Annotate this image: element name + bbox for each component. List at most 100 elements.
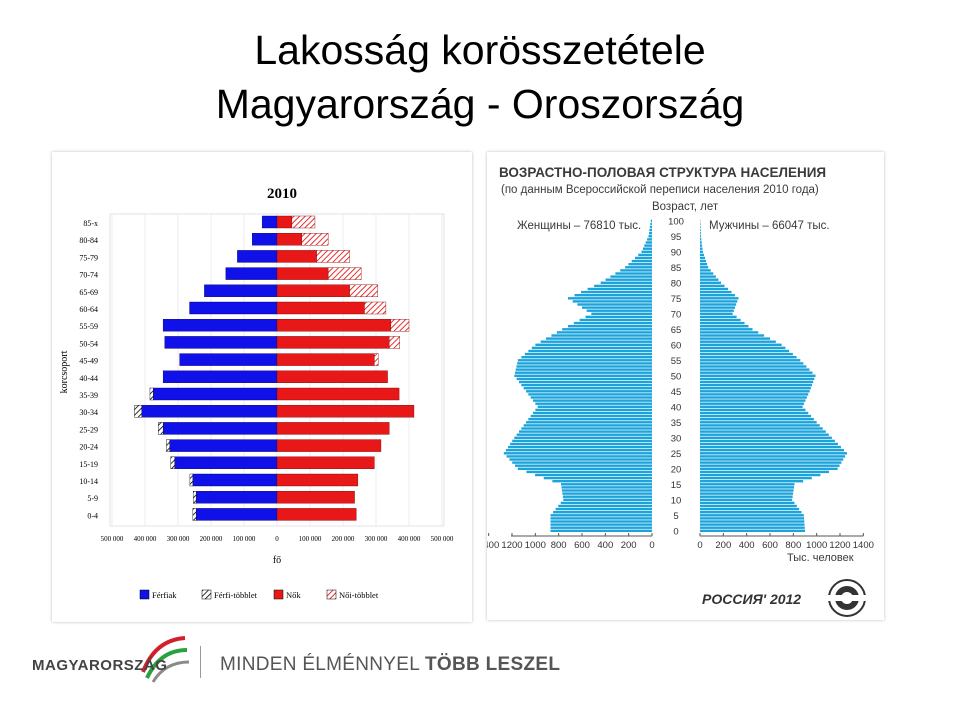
hungary-age-label: 60-64 [79, 305, 98, 314]
hungary-male-bar [162, 370, 278, 384]
hungary-male-bar [252, 232, 278, 246]
russia-male-bar [700, 396, 807, 399]
hungary-age-label: 75-79 [79, 253, 98, 262]
russia-female-bar [615, 272, 652, 275]
russia-female-bar [600, 281, 652, 284]
hungary-x-tick: 500 000 [431, 535, 454, 543]
russia-female-bar [610, 275, 652, 278]
russia-male-bar [700, 498, 793, 501]
russia-female-bar [512, 439, 652, 443]
russia-female-bar [591, 312, 652, 315]
hungary-x-tick: 400 000 [134, 535, 157, 543]
hungary-male-bar [153, 387, 278, 401]
russia-female-bar [638, 253, 652, 257]
russia-female-bar [528, 418, 652, 421]
russia-female-bar [515, 368, 652, 371]
russia-male-bar [700, 309, 734, 312]
russia-female-bar [516, 365, 652, 368]
russia-male-bar [700, 334, 765, 337]
russia-male-bar [700, 480, 804, 483]
hungary-female-surplus-bar [349, 284, 378, 298]
russia-male-bar [700, 346, 786, 350]
russia-female-bar [550, 520, 652, 523]
russia-male-bar [700, 263, 708, 266]
russia-male-bar [700, 411, 809, 415]
footer-divider [200, 646, 201, 678]
hungary-male-bar [204, 284, 278, 298]
russia-male-bar [700, 442, 838, 446]
russia-male-bar [700, 529, 805, 532]
russia-male-bar [700, 337, 770, 340]
russia-male-bar [700, 281, 721, 284]
russia-x-tick-left: 1400 [487, 540, 499, 551]
hungary-legend-swatch [273, 589, 284, 600]
russia-female-bar [556, 331, 652, 334]
russia-female-bar [560, 501, 652, 505]
hungary-y-axis-label: korcsoport [59, 350, 70, 393]
hungary-chart-title: 2010 [267, 186, 297, 202]
russia-male-bar [700, 321, 745, 325]
russia-female-bar [515, 464, 652, 467]
russia-female-bar [519, 430, 652, 433]
hungary-age-label: 35-39 [79, 391, 98, 400]
hungary-legend-swatch [201, 589, 212, 600]
russia-age-tick: 95 [671, 232, 682, 243]
hungary-age-label: 55-59 [79, 322, 98, 331]
russia-age-tick: 25 [671, 449, 682, 460]
russia-female-bar [533, 399, 652, 402]
russia-female-bar [562, 492, 652, 495]
hungary-female-bar [276, 250, 317, 263]
russia-male-bar [700, 439, 835, 443]
russia-male-bar [700, 294, 735, 297]
hungary-age-label: 5-9 [87, 494, 98, 503]
hungary-legend-label: Férfi-többlet [214, 590, 258, 600]
russia-female-bar [641, 250, 652, 253]
hungary-x-tick: 200 000 [200, 535, 223, 543]
hungary-female-bar [276, 336, 390, 349]
russia-female-bar [543, 476, 652, 480]
hungary-x-tick: 300 000 [167, 535, 190, 543]
russia-female-bar [537, 405, 652, 408]
russia-female-bar [561, 486, 652, 489]
russia-female-bar [510, 442, 652, 446]
hungary-female-bar [276, 284, 350, 298]
russia-female-bar [648, 235, 652, 238]
russia-female-bar [514, 374, 652, 377]
russia-chart-title: ВОЗРАСТНО-ПОЛОВАЯ СТРУКТУРА НАСЕЛЕНИЯ [499, 165, 826, 180]
russia-female-bar [605, 278, 652, 281]
russia-age-tick: 55 [671, 356, 682, 367]
russia-female-bar [586, 309, 652, 312]
russia-female-bar [572, 300, 652, 303]
russia-male-bar [700, 467, 838, 470]
russia-age-tick: 70 [671, 310, 682, 321]
russia-female-bar [526, 470, 652, 474]
russia-male-bar [700, 476, 812, 480]
russia-female-bar [540, 340, 652, 343]
russia-female-bar [568, 297, 652, 300]
hungary-female-bar [276, 439, 382, 452]
hungary-female-surplus-bar [390, 318, 410, 332]
russia-female-bar [573, 321, 652, 325]
russia-female-bar [561, 489, 652, 492]
russia-female-bar [551, 334, 652, 337]
russia-male-bar [700, 259, 707, 263]
hungary-x-tick: 200 000 [332, 535, 355, 543]
russia-female-bar [552, 480, 652, 483]
russia-male-bar [700, 269, 711, 272]
hungary-x-axis-label: fő [273, 555, 281, 566]
russia-x-tick-left: 600 [574, 540, 590, 551]
russia-female-bar [535, 402, 652, 405]
russia-footer-label: РОССИЯ' 2012 [702, 591, 801, 607]
russia-male-bar [700, 300, 738, 303]
russia-male-bar [700, 393, 809, 396]
russia-x-tick-right: 200 [715, 540, 731, 551]
russia-male-bar [700, 399, 806, 402]
russia-female-bar [642, 247, 652, 250]
slide-title-line1: Lakosság korösszetétele [254, 27, 706, 73]
hungary-age-label: 70-74 [79, 271, 98, 280]
hungary-legend-label: Női-többlet [339, 590, 379, 600]
russia-male-bar [700, 517, 805, 520]
hungary-female-bar [276, 404, 415, 418]
russia-female-bar [628, 263, 652, 266]
russia-male-bar [700, 452, 847, 455]
